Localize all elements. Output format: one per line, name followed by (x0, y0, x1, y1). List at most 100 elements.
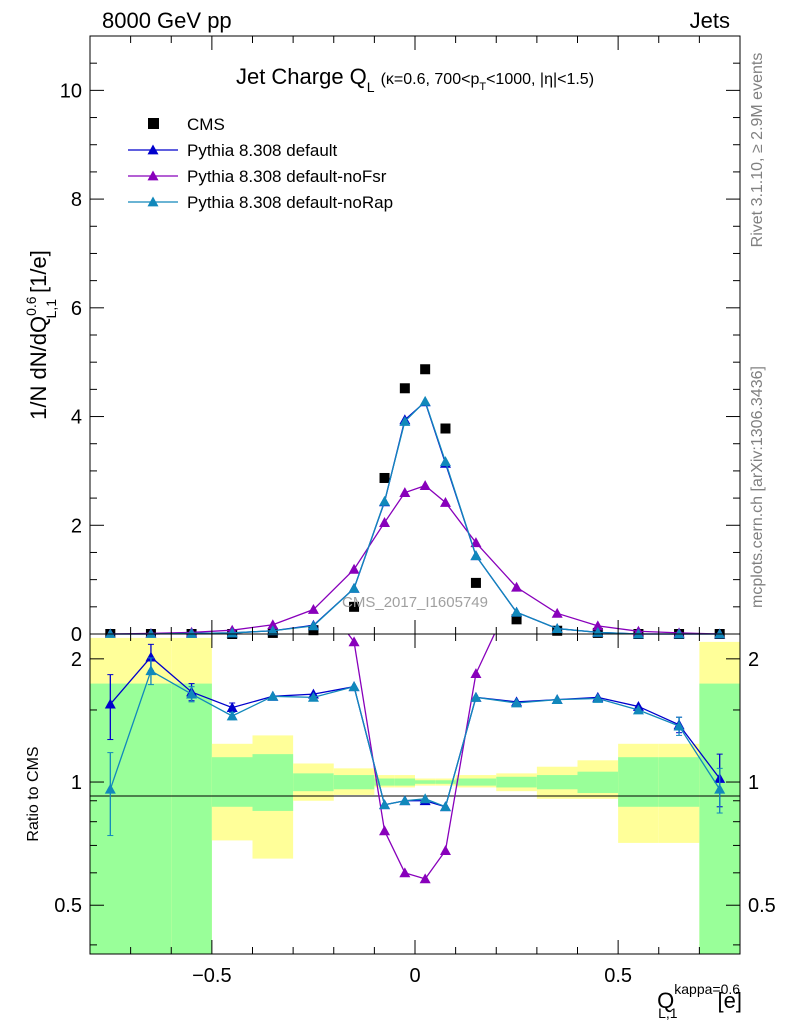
ratio-panel: 0.5 0.5 1 1 2 2 −0.5 0 0.5 Ratio to CMS Qkappa=0… (25, 633, 776, 1021)
ratio-point (379, 825, 391, 836)
cms-point (440, 423, 451, 434)
mc-point (348, 582, 360, 593)
ratio-ytick-label-right: 2 (748, 649, 759, 671)
cms-point (420, 364, 431, 375)
main-ylabel-sup: 0.6 (23, 296, 39, 316)
cms-point (349, 601, 360, 612)
legend-entry: Pythia 8.308 default-noRap (128, 193, 393, 212)
mc-line (110, 400, 720, 635)
ratio-point (307, 691, 319, 702)
stat-uncertainty-band (536, 775, 578, 790)
ratio-point (226, 702, 238, 713)
mc-point (419, 395, 431, 406)
mc-point (632, 628, 644, 639)
ratio-series-layer (104, 634, 726, 884)
mc-point (511, 606, 523, 617)
stat-uncertainty-band (415, 780, 436, 784)
ratio-point (673, 720, 685, 731)
legend-marker (147, 144, 159, 155)
main-ytick-label: 6 (71, 298, 82, 320)
ratio-point (348, 636, 360, 647)
ratio-point (399, 867, 411, 878)
mc-point (307, 604, 319, 614)
ratio-ylabel: Ratio to CMS (25, 746, 42, 841)
cms-point (379, 472, 390, 483)
energy-label: 8000 GeV pp (102, 8, 232, 33)
ratio-ytick-label: 2 (71, 649, 82, 671)
ratio-point (186, 688, 198, 699)
ratio-point (104, 698, 116, 709)
ratio-ytick-label-right: 1 (748, 772, 759, 794)
main-axes-layer: 0 2 4 6 8 10 (60, 35, 741, 646)
stat-uncertainty-band (496, 776, 537, 788)
ratio-point (104, 783, 116, 794)
mc-point (267, 619, 279, 630)
cms-point (399, 383, 410, 394)
mc-point (714, 628, 726, 639)
ratio-xlabel-sub: L,1 (658, 1005, 678, 1021)
mc-point (439, 496, 451, 507)
main-ylabel: 1/N dN/dQ0.6 L,1 [1/e] (23, 250, 59, 420)
legend-marker (148, 118, 159, 129)
mc-point (439, 456, 451, 467)
category-label: Jets (690, 8, 730, 33)
mc-point (399, 487, 411, 498)
legend-entry: Pythia 8.308 default (128, 141, 338, 160)
legend-entry: Pythia 8.308 default-noFsr (128, 167, 387, 186)
ratio-point (267, 690, 279, 701)
stat-uncertainty-band (374, 778, 395, 786)
stat-uncertainty-band (699, 683, 740, 954)
ratio-point (145, 665, 157, 676)
stat-uncertainty-band (435, 780, 456, 784)
stat-uncertainty-band (293, 773, 334, 792)
main-title: Jet Charge QL (κ=0.6, 700<pT<1000, |η|<1.… (236, 64, 594, 95)
stat-uncertainty-band (90, 683, 172, 954)
ratio-point (226, 710, 238, 721)
ratio-point (348, 681, 360, 692)
legend: CMS Pythia 8.308 default Pythia 8.308 defa… (128, 115, 393, 212)
ratio-point (439, 801, 451, 812)
mc-point (592, 620, 604, 631)
mc-point (511, 581, 523, 592)
mc-point (226, 627, 238, 638)
ratio-point (632, 704, 644, 715)
legend-label: Pythia 8.308 default (187, 141, 338, 160)
ratio-point (439, 845, 451, 855)
ratio-point (714, 783, 726, 794)
ratio-xlabel-sup: kappa=0.6 (674, 981, 740, 997)
ratio-xtick-label: −0.5 (192, 965, 231, 987)
legend-label: CMS (187, 115, 225, 134)
legend-label: Pythia 8.308 default-noFsr (187, 167, 387, 186)
cms-point (511, 614, 522, 625)
ratio-point (379, 799, 391, 810)
legend-marker (147, 196, 159, 207)
ratio-xlabel-unit: [e] (718, 988, 742, 1013)
mc-point (470, 537, 482, 548)
main-panel: 0 2 4 6 8 10 Jet Charge QL (κ=0.6, 700<pT<1000… (23, 35, 741, 646)
ratio-ytick-label: 0.5 (54, 895, 82, 917)
main-title-text: Jet Charge Q (236, 64, 367, 89)
ratio-point (551, 694, 563, 705)
legend-entry: CMS (148, 115, 225, 134)
mcplots-label: mcplots.cern.ch [arXiv:1306.3436] (749, 366, 766, 608)
mc-point (673, 628, 685, 639)
main-ytick-label: 8 (71, 189, 82, 211)
stat-uncertainty-band (171, 683, 212, 954)
mc-point (379, 517, 391, 527)
mc-point (348, 563, 360, 574)
ratio-point (419, 793, 431, 804)
cms-point (470, 577, 481, 588)
ratio-xtick-label: 0 (409, 965, 420, 987)
main-ylabel-sub: L,1 (43, 299, 59, 319)
ratio-line (347, 634, 496, 880)
stat-uncertainty-band (658, 757, 700, 807)
stat-uncertainty-band (618, 757, 659, 807)
mc-point (470, 550, 482, 561)
ratio-point (592, 692, 604, 703)
main-series-3 (104, 395, 726, 639)
main-ylabel-unit: [1/e] (26, 250, 51, 293)
main-ylabel-text: 1/N dN/dQ (26, 316, 51, 420)
stat-uncertainty-band (252, 754, 294, 811)
main-series-2 (104, 480, 726, 639)
ratio-xtick-label: 0.5 (604, 965, 632, 987)
